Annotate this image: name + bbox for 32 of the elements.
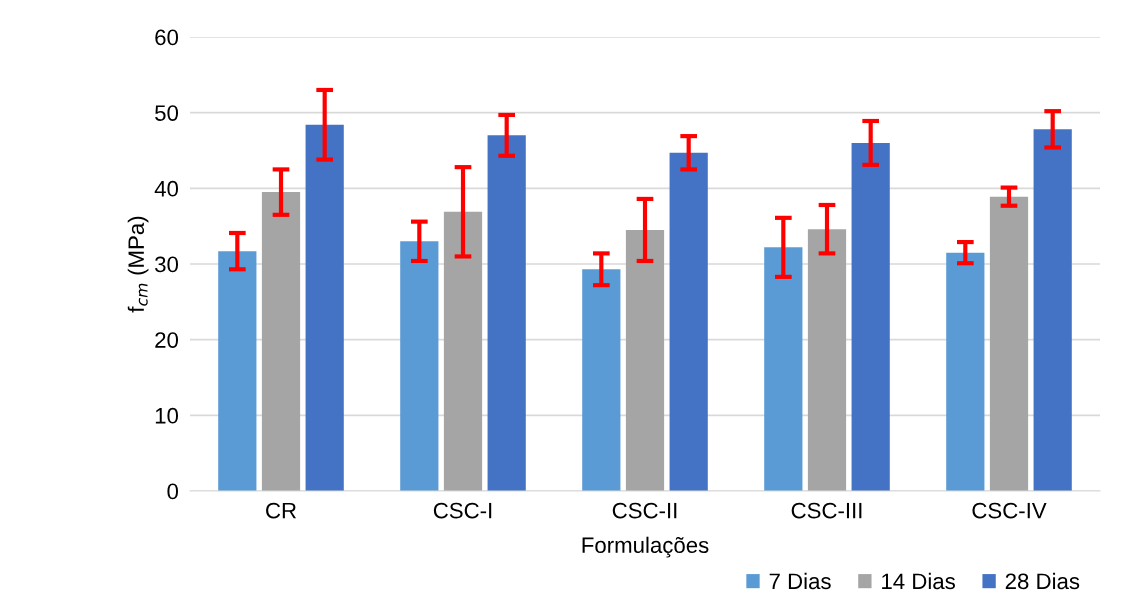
bar bbox=[400, 241, 439, 491]
bar bbox=[487, 135, 526, 491]
legend-label: 28 Dias bbox=[1005, 572, 1080, 590]
y-tick-label: 50 bbox=[155, 105, 179, 121]
y-tick-label: 60 bbox=[155, 29, 179, 46]
legend-label: 7 Dias bbox=[769, 572, 831, 590]
bar bbox=[582, 269, 621, 491]
bar bbox=[989, 196, 1029, 491]
bar bbox=[443, 211, 483, 491]
x-tick-label: CSC-IV bbox=[972, 502, 1047, 519]
y-tick-label: 40 bbox=[154, 180, 179, 197]
bar bbox=[261, 192, 301, 491]
bar bbox=[807, 229, 847, 491]
y-tick-label: 0 bbox=[167, 483, 179, 500]
legend-label: 14 Dias bbox=[882, 572, 955, 590]
x-tick-label: CSC-III bbox=[791, 502, 862, 519]
bar bbox=[851, 142, 890, 491]
bar bbox=[305, 124, 344, 491]
x-tick-label: CR bbox=[266, 502, 297, 519]
x-axis-title: Formulações bbox=[582, 536, 709, 558]
bar bbox=[764, 247, 803, 491]
bar bbox=[218, 251, 257, 491]
x-tick-label: CSC-II bbox=[612, 502, 677, 519]
bar bbox=[946, 252, 985, 491]
y-axis-title: f$_{cm}$ (MPa) bbox=[127, 216, 149, 313]
bar bbox=[625, 229, 665, 491]
y-tick-label: 10 bbox=[155, 407, 179, 424]
bar bbox=[1033, 129, 1072, 491]
x-tick-label: CSC-I bbox=[433, 502, 492, 519]
y-tick-label: 20 bbox=[155, 332, 179, 348]
bar bbox=[669, 152, 708, 491]
y-tick-label: 30 bbox=[155, 256, 179, 273]
